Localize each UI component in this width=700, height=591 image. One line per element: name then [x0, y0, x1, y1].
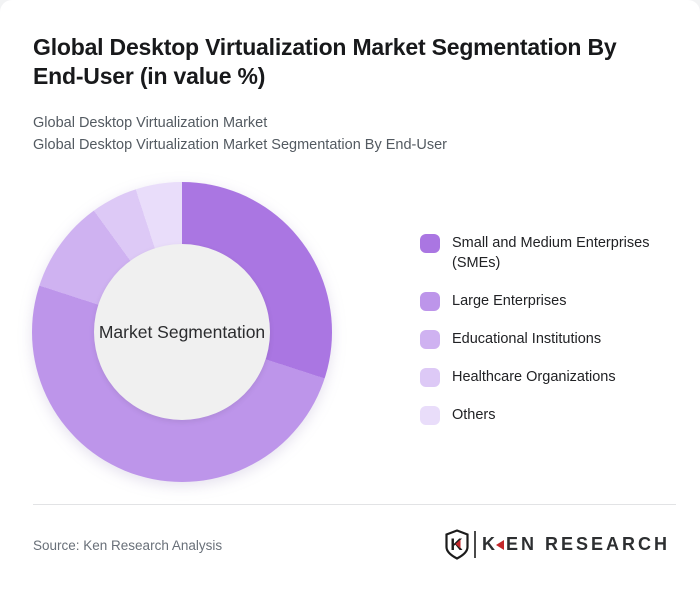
legend-swatch [420, 330, 440, 349]
logo-divider [473, 530, 476, 558]
subtitle-block: Global Desktop Virtualization Market Glo… [33, 113, 447, 156]
subtitle-line-1: Global Desktop Virtualization Market [33, 115, 268, 131]
ken-research-shield-icon: K [445, 528, 469, 560]
legend-label: Small and Medium Enterprises (SMEs) [452, 235, 650, 271]
legend-label: Others [452, 407, 496, 423]
legend-label: Healthcare Organizations [452, 369, 616, 385]
legend-item: Educational Institutions [420, 329, 668, 349]
legend-swatch [420, 234, 440, 253]
red-triangle-icon [495, 539, 504, 550]
source-text: Source: Ken Research Analysis [33, 538, 223, 553]
logo-wordmark-rest: EN RESEARCH [505, 533, 670, 554]
ken-research-logo: K K EN RESEARCH [445, 527, 670, 561]
legend-item: Healthcare Organizations [420, 367, 668, 387]
legend-label: Educational Institutions [452, 331, 602, 347]
legend-item: Others [420, 405, 668, 425]
chart-center-label: Market Segmentation [98, 321, 266, 342]
subtitle-line-2: Global Desktop Virtualization Market Seg… [33, 136, 447, 153]
page-title: Global Desktop Virtualization Market Seg… [33, 34, 617, 89]
footer-divider [33, 504, 676, 505]
chart-legend: Small and Medium Enterprises (SMEs) Larg… [420, 233, 668, 425]
legend-item: Large Enterprises [420, 291, 668, 311]
logo-wordmark-k: K [481, 533, 498, 554]
red-triangle-icon [455, 539, 461, 548]
legend-swatch [420, 406, 440, 425]
donut-hole: Market Segmentation [94, 244, 270, 420]
legend-item: Small and Medium Enterprises (SMEs) [420, 233, 668, 273]
legend-swatch [420, 368, 440, 387]
legend-swatch [420, 292, 440, 311]
donut-chart: Market Segmentation [32, 182, 332, 482]
legend-label: Large Enterprises [452, 293, 567, 309]
logo-wordmark: K EN RESEARCH [482, 534, 670, 555]
